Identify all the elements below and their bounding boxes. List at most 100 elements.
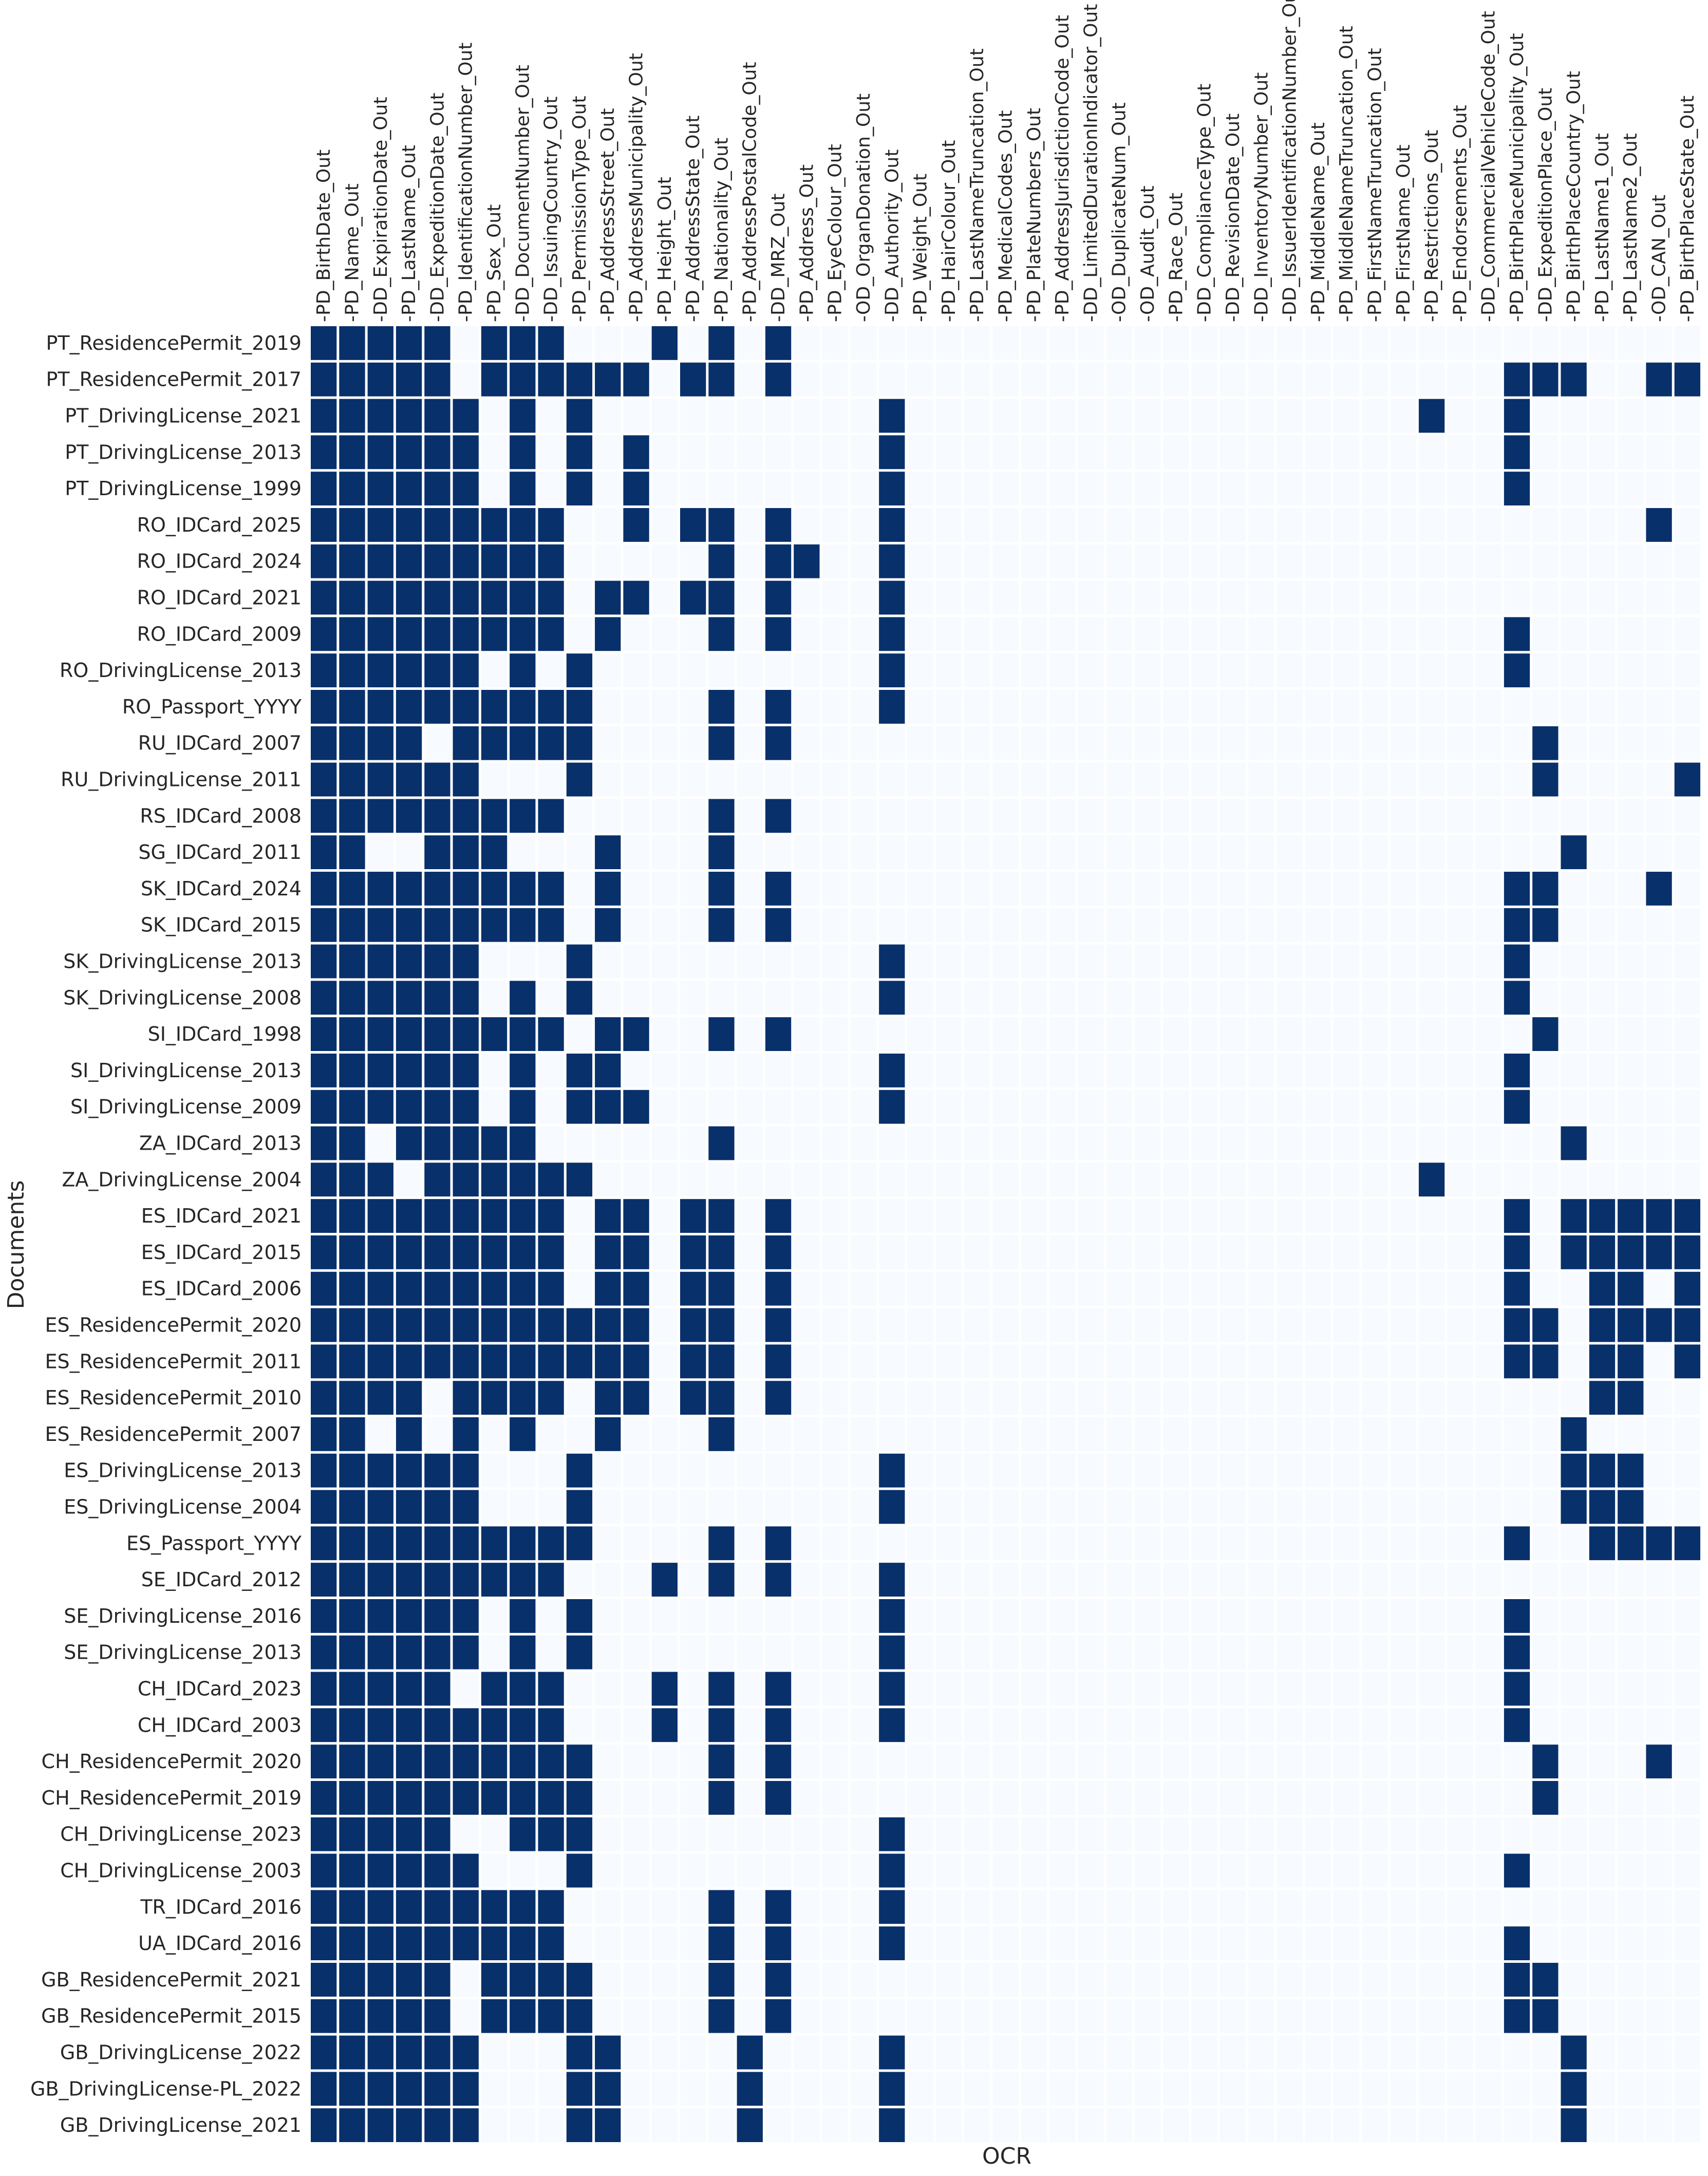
- heatmap-cell: [1362, 1381, 1388, 1415]
- y-tick-label: SK_IDCard_2015: [141, 914, 302, 936]
- heatmap-cell: [992, 1344, 1019, 1379]
- heatmap-cell: [737, 726, 763, 760]
- heatmap-cell: [1277, 872, 1303, 906]
- heatmap-cell: [1219, 1490, 1246, 1524]
- heatmap-cell: [1674, 908, 1700, 942]
- heatmap-cell: [1589, 1963, 1616, 1997]
- heatmap-cell: [1504, 1271, 1530, 1306]
- heatmap-cell: [1078, 544, 1104, 578]
- heatmap-cell: [367, 1381, 393, 1415]
- heatmap-cell: [1163, 1308, 1189, 1342]
- heatmap-cell: [481, 1453, 508, 1488]
- heatmap-cell: [1334, 835, 1360, 869]
- heatmap-cell: [1219, 362, 1246, 397]
- heatmap-cell: [339, 580, 365, 615]
- heatmap-cell: [1277, 1417, 1303, 1451]
- heatmap-cell: [1390, 508, 1416, 542]
- heatmap-cell: [1447, 617, 1473, 651]
- heatmap-cell: [1674, 2108, 1700, 2142]
- heatmap-cell: [1219, 2035, 1246, 2070]
- heatmap-cell: [907, 435, 933, 470]
- heatmap-cell: [1305, 1199, 1331, 1233]
- heatmap-cell: [1219, 1890, 1246, 1924]
- heatmap-cell: [1646, 2072, 1672, 2106]
- x-tick-label: -DD_DocumentNumber_Out: [512, 65, 533, 322]
- heatmap-cell: [623, 1744, 649, 1778]
- heatmap-cell: [1277, 544, 1303, 578]
- heatmap-cell: [1134, 1672, 1161, 1706]
- heatmap-cell: [1134, 690, 1161, 724]
- heatmap-cell: [1475, 362, 1501, 397]
- heatmap-cell: [992, 472, 1019, 505]
- heatmap-cell: [1504, 617, 1530, 651]
- heatmap-cell: [538, 1126, 564, 1160]
- heatmap-cell: [1134, 1453, 1161, 1488]
- heatmap-cell: [1191, 726, 1217, 760]
- heatmap-cell: [1163, 944, 1189, 979]
- heatmap-cell: [1334, 908, 1360, 942]
- heatmap-cell: [538, 1453, 564, 1488]
- y-tick-label: ES_IDCard_2021: [141, 1205, 302, 1227]
- heatmap-cell: [396, 580, 422, 615]
- heatmap-cell: [992, 1999, 1019, 2033]
- heatmap-cell: [1475, 1344, 1501, 1379]
- heatmap-cell: [1078, 1490, 1104, 1524]
- heatmap-cell: [1163, 1417, 1189, 1451]
- heatmap-cell: [822, 1526, 848, 1561]
- heatmap-cell: [396, 726, 422, 760]
- heatmap-cell: [1618, 580, 1644, 615]
- heatmap-cell: [1134, 1308, 1161, 1342]
- heatmap-cell: [1134, 981, 1161, 1015]
- heatmap-cell: [367, 1017, 393, 1051]
- heatmap-cell: [1163, 580, 1189, 615]
- heatmap-cell: [964, 2072, 990, 2106]
- heatmap-cell: [907, 1308, 933, 1342]
- heatmap-cell: [907, 762, 933, 797]
- x-tick-label: -PD_Restrictions_Out: [1421, 130, 1442, 322]
- heatmap-cell: [680, 2035, 706, 2070]
- heatmap-cell: [1504, 1526, 1530, 1561]
- heatmap-cell: [708, 762, 735, 797]
- heatmap-cell: [1362, 580, 1388, 615]
- heatmap-cell: [1418, 1817, 1445, 1851]
- heatmap-cell: [1134, 2108, 1161, 2142]
- heatmap-cell: [1475, 981, 1501, 1015]
- heatmap-cell: [1362, 1417, 1388, 1451]
- heatmap-cell: [367, 981, 393, 1015]
- heatmap-cell: [1078, 1563, 1104, 1597]
- heatmap-cell: [453, 472, 479, 505]
- heatmap-cell: [510, 1890, 536, 1924]
- heatmap-cell: [1106, 1126, 1132, 1160]
- heatmap-cell: [794, 1308, 820, 1342]
- heatmap-cell: [1674, 1890, 1700, 1924]
- heatmap-cell: [907, 399, 933, 433]
- heatmap-cell: [1305, 435, 1331, 470]
- heatmap-cell: [1418, 835, 1445, 869]
- heatmap-cell: [311, 1417, 337, 1451]
- heatmap-cell: [850, 1490, 877, 1524]
- heatmap-cell: [1248, 1344, 1274, 1379]
- heatmap-cell: [1021, 1926, 1047, 1960]
- y-tick-label: ZA_IDCard_2013: [139, 1132, 302, 1155]
- heatmap-cell: [1390, 1599, 1416, 1633]
- heatmap-cell: [396, 1635, 422, 1669]
- heatmap-cell: [1305, 872, 1331, 906]
- heatmap-cell: [737, 1817, 763, 1851]
- heatmap-cell: [794, 1672, 820, 1706]
- heatmap-cell: [850, 2035, 877, 2070]
- heatmap-cell: [1618, 872, 1644, 906]
- heatmap-cell: [879, 762, 905, 797]
- heatmap-cell: [1589, 1381, 1616, 1415]
- y-tick-label: GB_ResidencePermit_2015: [41, 2005, 302, 2028]
- heatmap-cell: [1589, 580, 1616, 615]
- heatmap-cell: [1504, 1635, 1530, 1669]
- heatmap-cell: [1390, 799, 1416, 833]
- heatmap-cell: [311, 1090, 337, 1124]
- heatmap-cell: [538, 1417, 564, 1451]
- y-tick-label: SK_IDCard_2024: [141, 877, 302, 900]
- heatmap-cell: [765, 1526, 792, 1561]
- heatmap-cell: [1021, 653, 1047, 687]
- heatmap-cell: [424, 1054, 451, 1087]
- heatmap-cell: [367, 872, 393, 906]
- heatmap-cell: [1106, 1744, 1132, 1778]
